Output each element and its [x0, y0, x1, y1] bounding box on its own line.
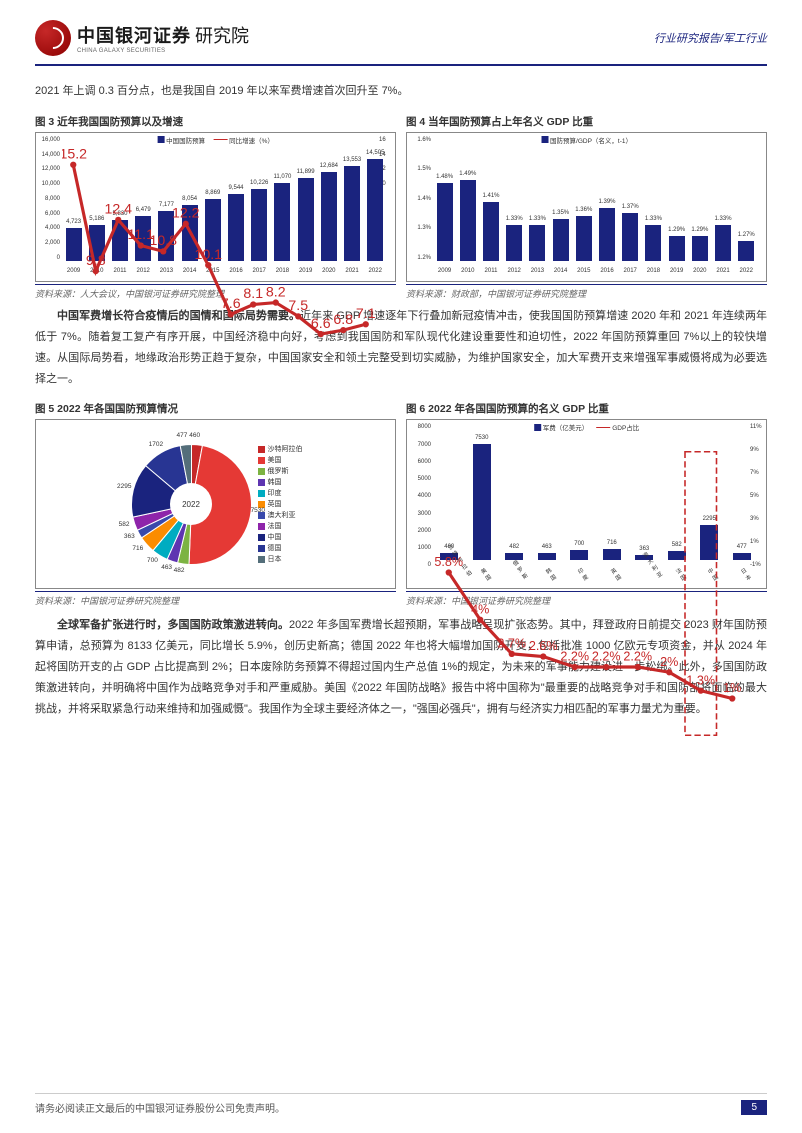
header: 中国银河证券 研究院 CHINA GALAXY SECURITIES 行业研究报…	[35, 20, 767, 66]
chart-5-area: 2022 46075304824637007163635822295170247…	[35, 419, 396, 589]
chart-5-title: 图 5 2022 年各国国防预算情况	[35, 401, 396, 416]
chart-3: 图 3 近年我国国防预算以及增速 中国国防预算 同比增速（%） 16,00014…	[35, 114, 396, 300]
page-number: 5	[741, 1100, 767, 1115]
chart-4: 图 4 当年国防预算占上年名义 GDP 比重 国防预算/GDP（名义，t-1） …	[406, 114, 767, 300]
chart-6-source: 资料来源：中国银河证券研究院整理	[406, 591, 767, 607]
paragraph-3: 全球军备扩张进行时，多国国防政策激进转向。2022 年多国军费增长超预期，军事战…	[35, 615, 767, 719]
logo-suffix: 研究院	[195, 22, 249, 48]
chart-4-bars: 1.48%20091.49%20101.41%20111.33%20121.33…	[411, 137, 762, 277]
pie-chart: 2022 46075304824637007163635822295170247…	[129, 442, 254, 567]
logo-text-block: 中国银河证券 研究院 CHINA GALAXY SECURITIES	[77, 22, 249, 54]
logo-area: 中国银河证券 研究院 CHINA GALAXY SECURITIES	[35, 20, 249, 56]
chart-3-title: 图 3 近年我国国防预算以及增速	[35, 114, 396, 129]
logo-icon	[35, 20, 71, 56]
chart-4-area: 国防预算/GDP（名义，t-1） 1.6%1.5%1.4%1.3%1.2% 1.…	[406, 132, 767, 282]
chart-6-title: 图 6 2022 年各国国防预算的名义 GDP 比重	[406, 401, 767, 416]
page: 中国银河证券 研究院 CHINA GALAXY SECURITIES 行业研究报…	[0, 0, 802, 1133]
para-3-body: 2022 年多国军费增长超预期，军事战略呈现扩张态势。其中，拜登政府日前提交 2…	[35, 619, 767, 715]
chart-3-source: 资料来源：人大会议，中国银河证券研究院整理	[35, 284, 396, 300]
chart-4-title: 图 4 当年国防预算占上年名义 GDP 比重	[406, 114, 767, 129]
logo-cn: 中国银河证券	[77, 22, 191, 48]
pie-legend: 沙特阿拉伯美国俄罗斯韩国印度英国澳大利亚法国中国德国日本	[258, 444, 303, 564]
logo-en: CHINA GALAXY SECURITIES	[77, 48, 249, 54]
chart-3-bars: 4,72320095,18620105,83020116,47920127,17…	[40, 137, 391, 277]
para-3-lead: 全球军备扩张进行时，多国国防政策激进转向。	[57, 619, 289, 631]
para-2-lead: 中国军费增长符合疫情后的国情和国际局势需要。	[57, 310, 300, 322]
paragraph-1: 2021 年上调 0.3 百分点，也是我国自 2019 年以来军费增速首次回升至…	[35, 81, 767, 102]
header-category: 行业研究报告/军工行业	[654, 30, 767, 46]
chart-5: 图 5 2022 年各国国防预算情况 2022 4607530482463700…	[35, 401, 396, 607]
footer: 请务必阅读正文最后的中国银河证券股份公司免责声明。 5	[35, 1093, 767, 1115]
charts-row-2: 图 5 2022 年各国国防预算情况 2022 4607530482463700…	[35, 401, 767, 607]
charts-row-1: 图 3 近年我国国防预算以及增速 中国国防预算 同比增速（%） 16,00014…	[35, 114, 767, 300]
chart-5-source: 资料来源：中国银河证券研究院整理	[35, 591, 396, 607]
disclaimer: 请务必阅读正文最后的中国银河证券股份公司免责声明。	[35, 1100, 285, 1115]
chart-6: 图 6 2022 年各国国防预算的名义 GDP 比重 军费（亿美元） GDP占比…	[406, 401, 767, 607]
pie-center-label: 2022	[170, 483, 212, 525]
chart-4-source: 资料来源：财政部，中国银河证券研究院整理	[406, 284, 767, 300]
chart-3-area: 中国国防预算 同比增速（%） 16,00014,00012,00010,0008…	[35, 132, 396, 282]
paragraph-2: 中国军费增长符合疫情后的国情和国际局势需要。近年来 GDP 增速逐年下行叠加新冠…	[35, 306, 767, 390]
chart-6-area: 军费（亿美元） GDP占比 80007000600050004000300020…	[406, 419, 767, 589]
chart-6-bars: 460沙特阿拉伯7530美国482俄罗斯463韩国700印度716英国363澳大…	[411, 424, 762, 584]
